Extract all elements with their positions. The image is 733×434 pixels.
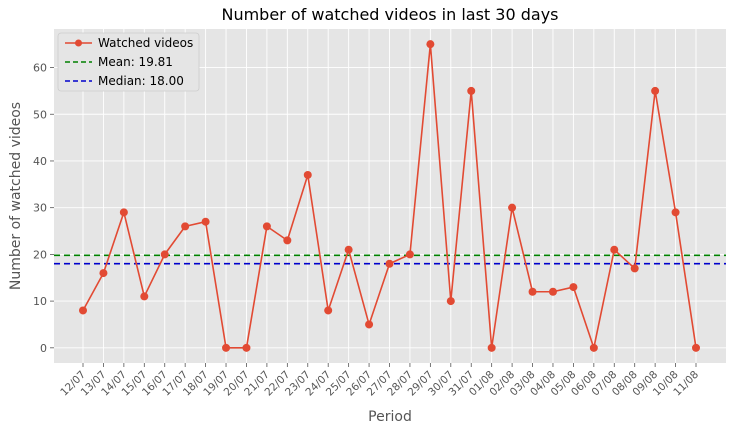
data-point [181,222,190,231]
data-point [242,343,251,352]
x-axis: 12/0713/0714/0715/0716/0717/0718/0719/07… [58,363,701,399]
y-axis-label: Number of watched videos [8,102,24,290]
data-point [548,287,557,296]
data-point [487,343,496,352]
legend: Watched videos Mean: 19.81 Median: 18.00 [57,32,200,92]
data-point [262,222,271,231]
legend-entry-median: Median: 18.00 [65,74,184,88]
y-tick-label: 0 [40,342,47,355]
data-point [119,208,128,217]
y-axis: 0 10 20 30 40 50 60 [33,62,54,355]
y-tick-label: 60 [33,62,47,75]
data-point [283,236,292,245]
data-point [671,208,680,217]
data-point [303,170,312,179]
legend-series-label: Watched videos [98,36,193,50]
legend-median-label: Median: 18.00 [98,74,184,88]
y-tick-label: 10 [33,295,47,308]
data-point [365,320,374,329]
data-point [446,297,455,306]
legend-entry-series: Watched videos [65,36,193,50]
data-point [589,343,598,352]
data-point [692,343,700,352]
data-point [651,86,660,95]
data-point [610,245,619,254]
data-point [140,292,149,301]
data-point [160,250,169,259]
series-layer [79,40,700,352]
x-axis-label: Period [368,409,412,425]
data-point [528,287,537,296]
y-tick-label: 20 [33,248,47,261]
data-point [569,283,578,292]
data-point [79,306,87,315]
data-point [201,217,210,226]
y-tick-label: 40 [33,155,47,168]
legend-entry-mean: Mean: 19.81 [65,55,173,69]
data-point [467,86,476,95]
data-point [426,40,435,49]
data-point [324,306,333,315]
legend-box [57,32,200,92]
chart-title: Number of watched videos in last 30 days [221,5,558,24]
legend-series-marker [75,39,82,47]
data-point [99,269,108,278]
data-point [508,203,517,212]
data-point [344,245,353,254]
legend-mean-label: Mean: 19.81 [98,55,173,69]
data-point [385,259,394,268]
data-point [222,343,231,352]
data-point [405,250,414,259]
data-point [630,264,639,273]
y-tick-label: 50 [33,108,47,121]
y-tick-label: 30 [33,202,47,215]
